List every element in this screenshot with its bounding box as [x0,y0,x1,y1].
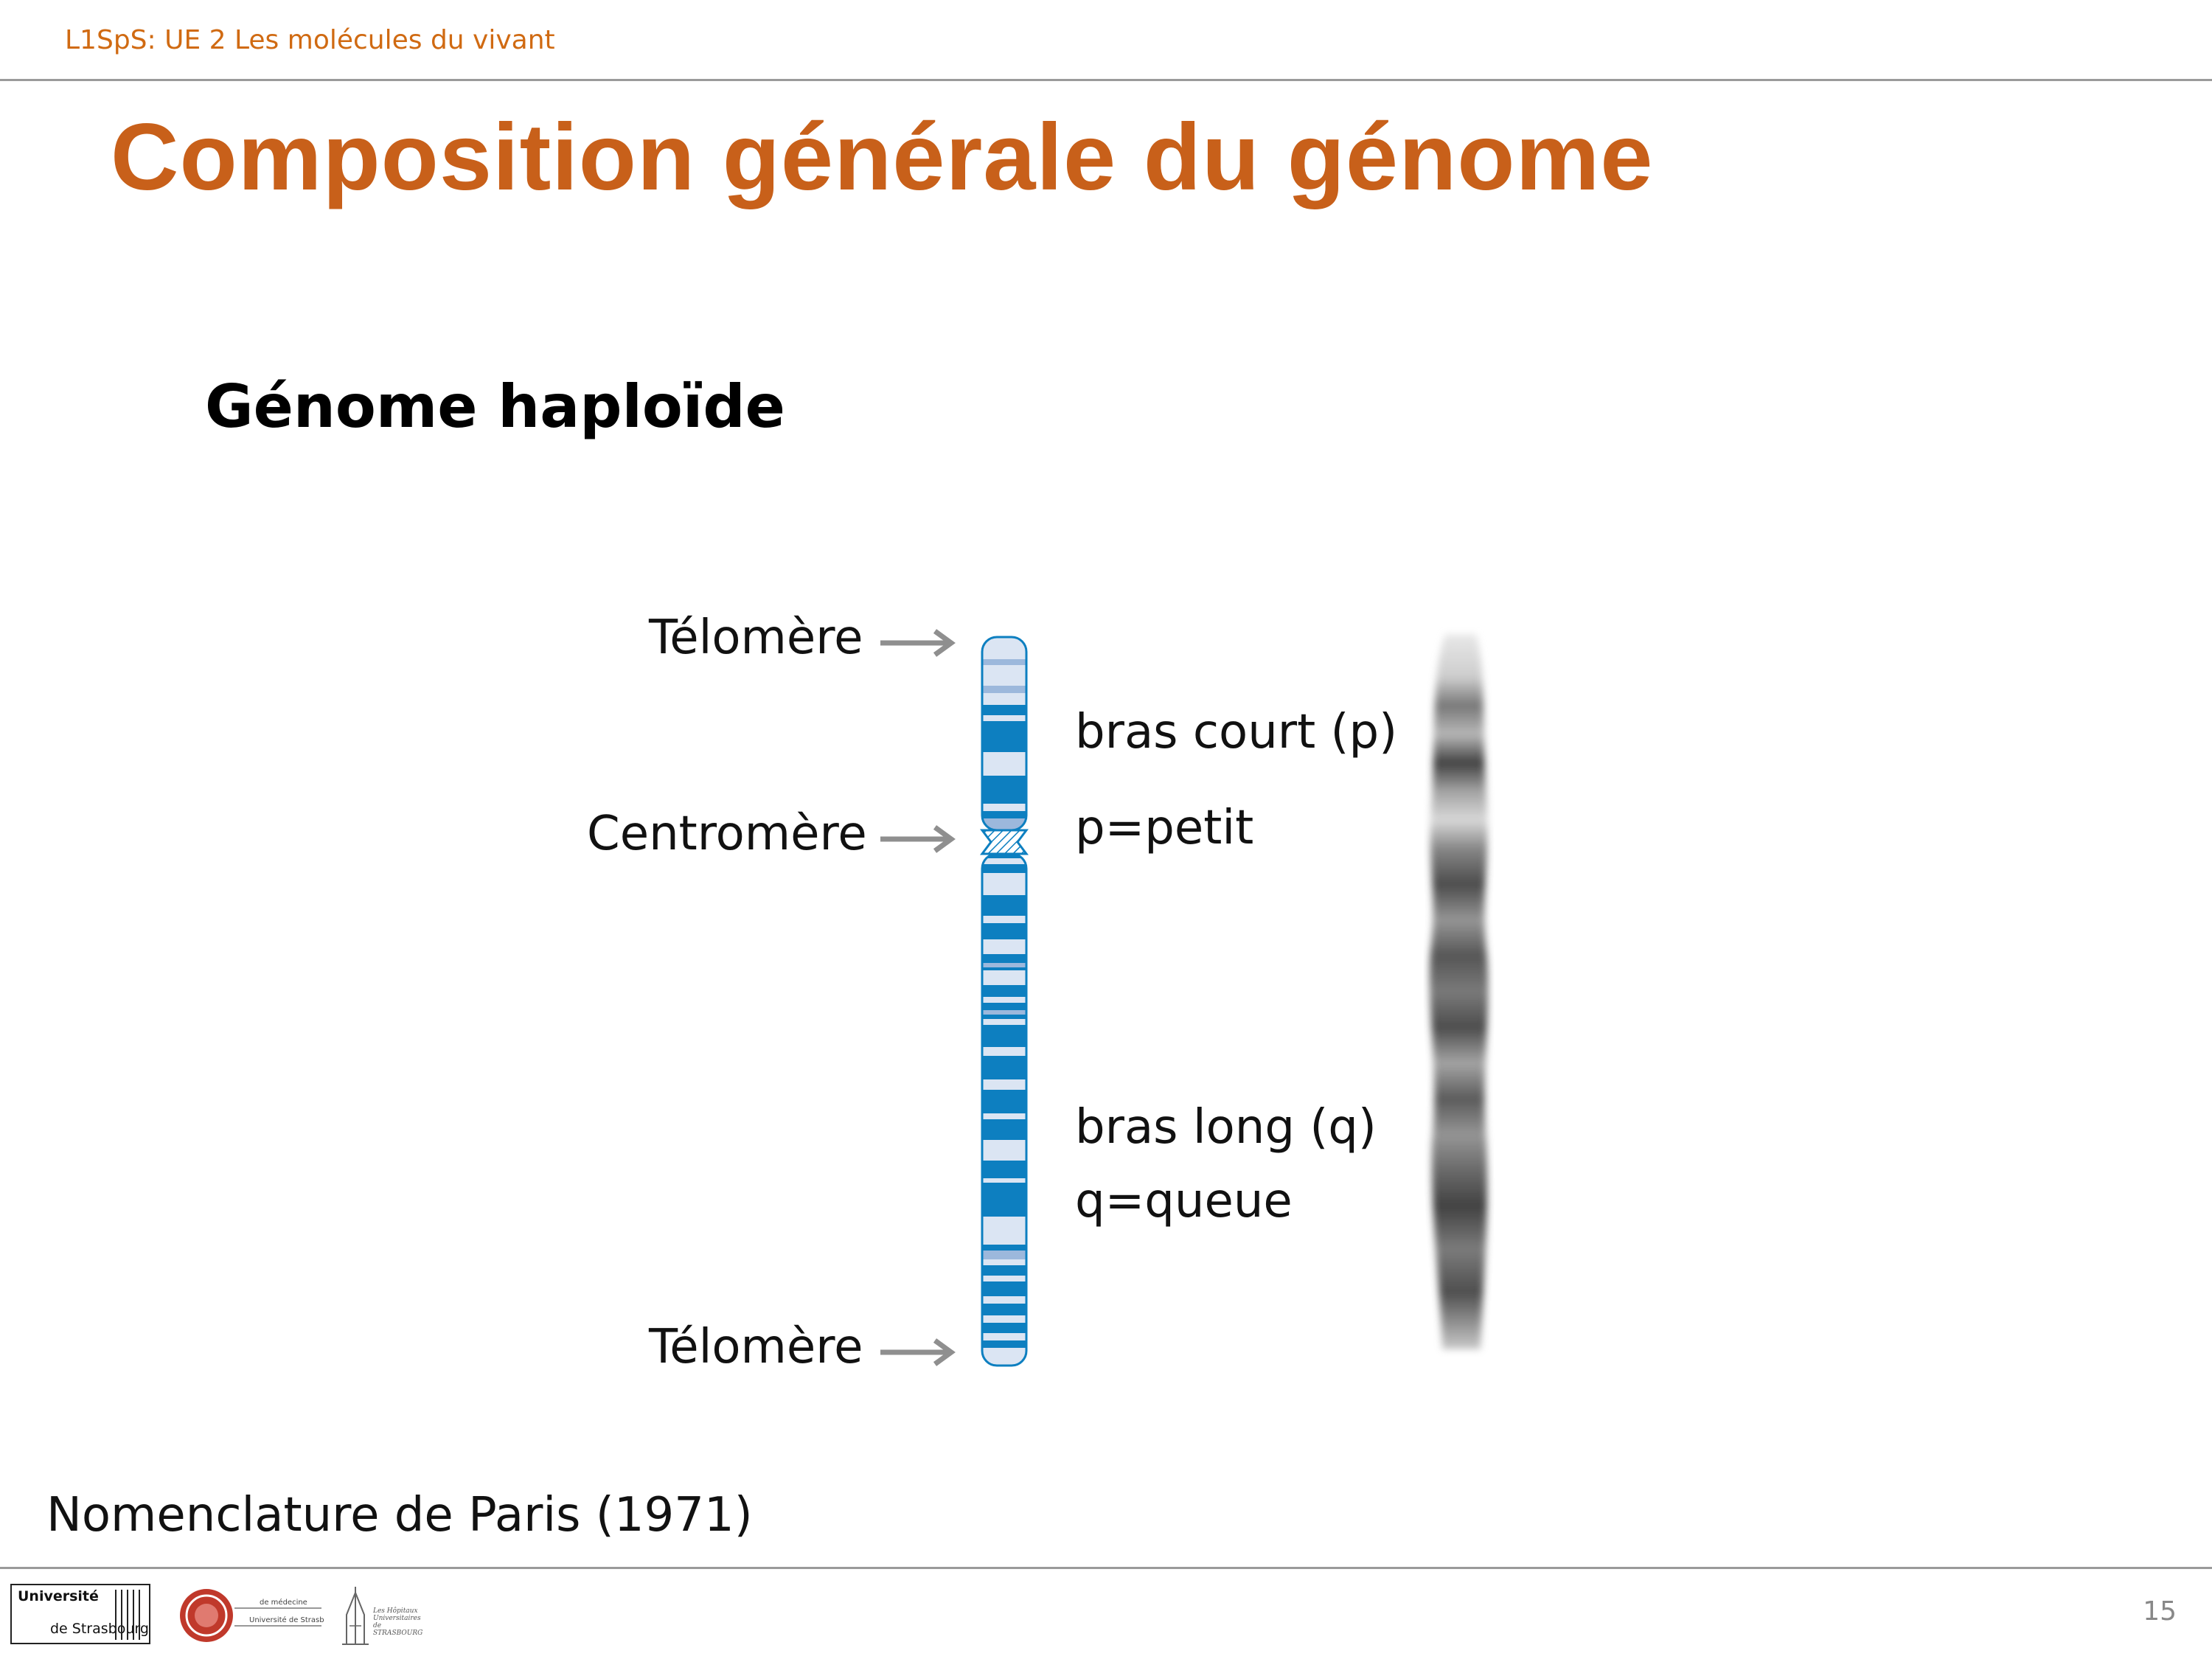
label-telomere-bottom: Télomère [649,1320,863,1374]
label-short-arm: bras court (p) [1075,705,1398,759]
label-short-arm-meaning: p=petit [1075,801,1254,855]
chromosome-photo [1429,634,1489,1349]
label-long-arm: bras long (q) [1075,1100,1377,1155]
chromosome-ideogram [980,636,1029,1367]
hospital-logo: Les Hôpitaux Universitaires de STRASBOUR… [341,1585,422,1651]
nomenclature-note: Nomenclature de Paris (1971) [46,1488,753,1543]
footer-divider [0,1567,2212,1569]
header-divider [0,79,2212,81]
slide-title: Composition générale du génome [111,105,1654,210]
arrow-right-icon [880,1338,956,1366]
label-telomere-top: Télomère [649,611,863,665]
arrow-right-icon [880,629,956,657]
slide-subtitle: Génome haploïde [205,372,785,441]
page-number: 15 [2143,1596,2177,1627]
university-logo: Université de Strasbourg [10,1584,150,1644]
course-header: L1SpS: UE 2 Les molécules du vivant [65,25,555,55]
label-long-arm-meaning: q=queue [1075,1174,1293,1228]
cathedral-icon [342,1587,369,1645]
arrow-right-icon [880,825,956,853]
label-centromere: Centromère [587,807,867,861]
barcode-icon [115,1590,145,1640]
hospital-logo-text: Les Hôpitaux Universitaires de STRASBOUR… [373,1607,423,1637]
svg-text:de médecine: de médecine [260,1598,307,1607]
university-logo-line1: Université [18,1588,99,1604]
svg-text:Université de Strasbourg: Université de Strasbourg [249,1615,324,1624]
faculty-seal-icon: de médecine Université de Strasbourg [180,1589,324,1642]
